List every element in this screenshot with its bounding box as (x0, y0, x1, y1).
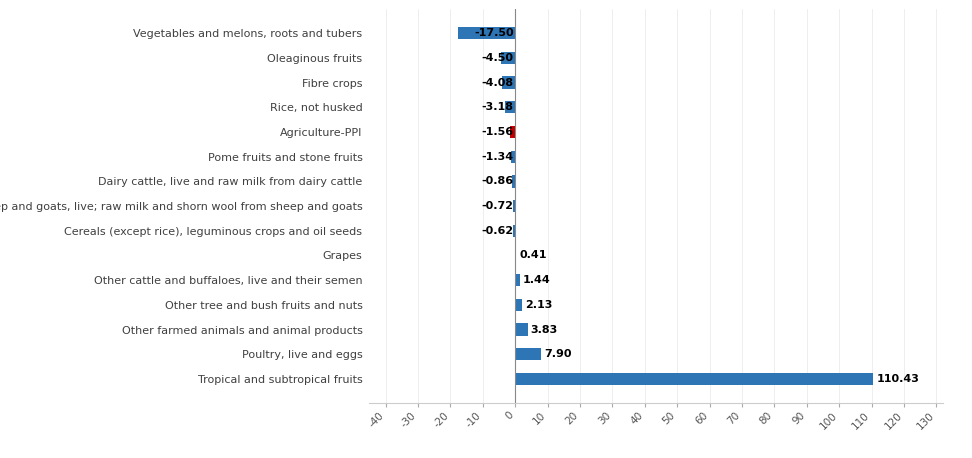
Bar (459, 27, 515, 39)
Bar (511, 151, 515, 163)
Text: 1.44: 1.44 (523, 275, 551, 285)
Text: -4.08: -4.08 (481, 77, 513, 87)
Text: -0.86: -0.86 (481, 176, 513, 186)
Bar (501, 52, 515, 64)
Bar (515, 323, 528, 336)
Text: -1.34: -1.34 (481, 152, 513, 162)
Text: 7.90: 7.90 (544, 349, 572, 359)
Bar (515, 373, 873, 385)
Text: 3.83: 3.83 (531, 325, 558, 335)
Bar (515, 299, 522, 311)
Bar (510, 126, 515, 138)
Text: 0.41: 0.41 (520, 251, 547, 261)
Text: 110.43: 110.43 (876, 374, 920, 384)
Text: 2.13: 2.13 (525, 300, 553, 310)
Bar (513, 224, 515, 237)
Text: -0.72: -0.72 (481, 201, 513, 211)
Text: -0.62: -0.62 (481, 226, 513, 236)
Bar (515, 249, 516, 262)
Bar (512, 175, 515, 188)
Text: -17.50: -17.50 (474, 28, 513, 38)
Bar (513, 200, 515, 212)
Text: -1.56: -1.56 (481, 127, 513, 137)
Text: -3.18: -3.18 (481, 102, 513, 112)
Bar (515, 348, 540, 360)
Bar (515, 274, 520, 286)
Text: -4.50: -4.50 (481, 53, 513, 63)
Bar (502, 76, 515, 89)
Bar (504, 101, 515, 114)
